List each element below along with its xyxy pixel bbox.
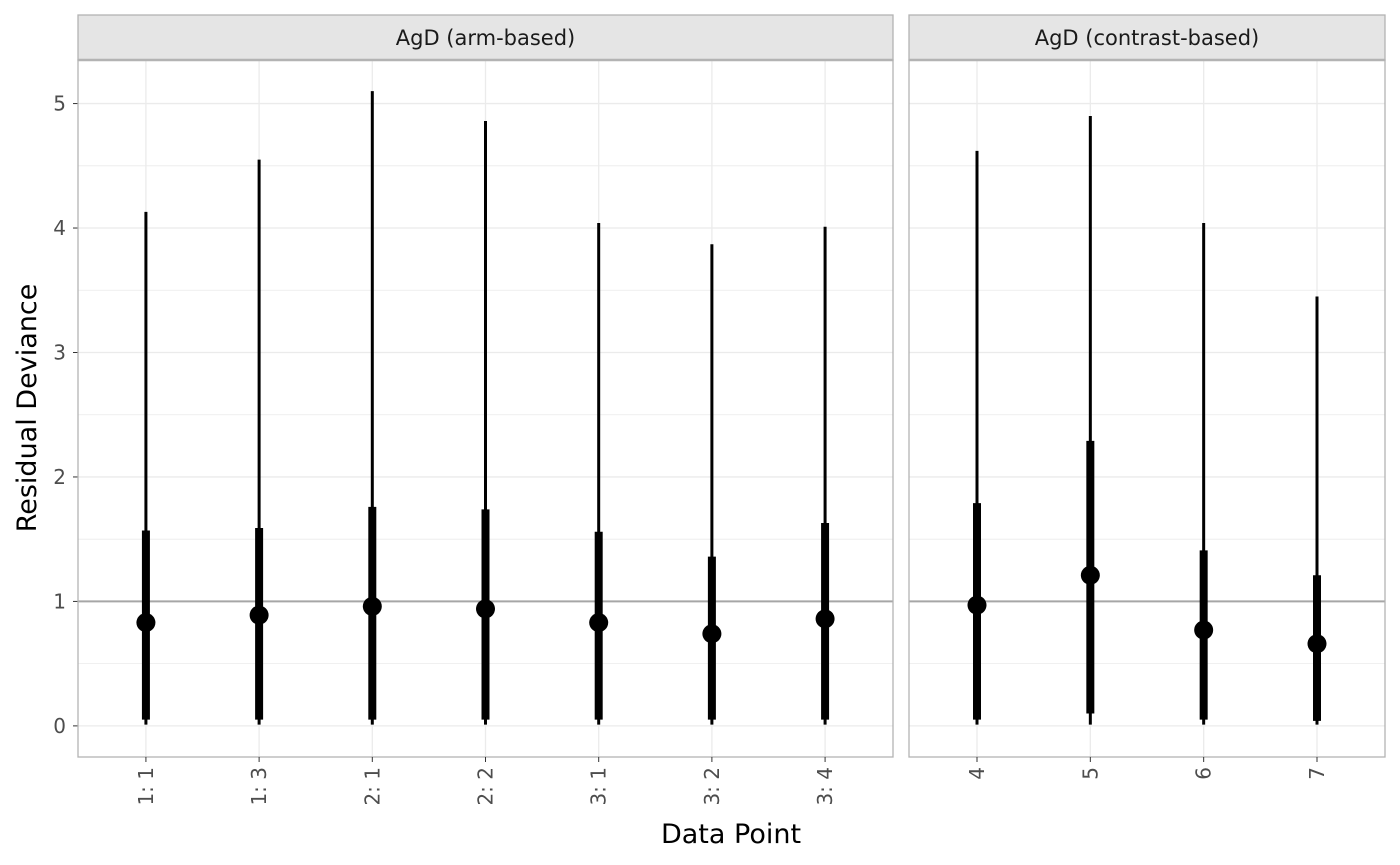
- x-tick-label: 7: [1305, 767, 1329, 780]
- mean-point: [589, 613, 609, 633]
- x-tick-label: 4: [965, 767, 989, 780]
- mean-point: [1080, 565, 1100, 585]
- y-tick-label: 5: [53, 92, 66, 116]
- y-tick-label: 3: [53, 340, 66, 364]
- mean-point: [476, 599, 495, 619]
- mean-point: [1307, 634, 1327, 654]
- facet-strip: [77, 14, 894, 61]
- facet-strip-label: AgD (arm-based): [396, 26, 575, 50]
- x-tick-label: 3: 4: [813, 767, 837, 806]
- x-tick-label: 2: 1: [360, 767, 384, 806]
- x-tick-label: 3: 2: [700, 767, 724, 806]
- mean-point: [815, 609, 835, 629]
- x-tick-label: 3: 1: [587, 767, 611, 806]
- x-tick-label: 6: [1192, 767, 1216, 780]
- y-tick-label: 0: [53, 714, 66, 738]
- mean-point: [702, 624, 722, 644]
- panel-background: [909, 60, 1385, 757]
- x-tick-label: 1: 1: [134, 767, 158, 806]
- x-tick-label: 2: 2: [474, 767, 498, 806]
- mean-point: [967, 595, 987, 615]
- x-tick-label: 5: [1078, 767, 1102, 780]
- y-tick-label: 2: [53, 465, 66, 489]
- facet-strip: [908, 14, 1386, 61]
- mean-point: [362, 596, 382, 616]
- facet-strip-label: AgD (contrast-based): [1035, 26, 1260, 50]
- x-axis-title: Data Point: [661, 819, 801, 850]
- x-tick-label: 1: 3: [247, 767, 271, 806]
- mean-point: [136, 613, 156, 633]
- y-tick-label: 1: [53, 589, 66, 613]
- facet-panel: AgD (contrast-based) 4 5 6 7: [908, 14, 1386, 780]
- y-axis-title: Residual Deviance: [12, 284, 43, 533]
- mean-point: [249, 605, 269, 625]
- mean-point: [1194, 620, 1214, 640]
- y-tick-label: 4: [53, 216, 66, 240]
- facet-panel: AgD (arm-based) 1: 1 1: 3 2: 1 2: 2 3: 1 3: 2 3…: [77, 14, 894, 806]
